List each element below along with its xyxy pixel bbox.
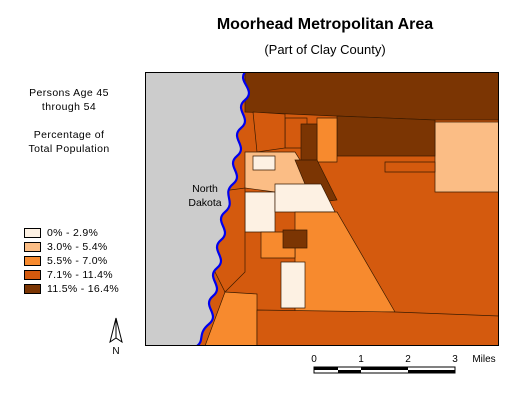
description-line-1: Persons Age 45 — [29, 87, 109, 99]
place-label-line-1: North — [192, 183, 218, 195]
legend-label: 11.5% - 16.4% — [47, 283, 119, 295]
tract — [244, 72, 499, 121]
red-river — [196, 72, 251, 346]
tract — [316, 117, 338, 163]
tract — [252, 155, 276, 171]
choropleth-map — [145, 72, 499, 346]
tract — [434, 121, 499, 193]
legend-label: 3.0% - 5.4% — [47, 241, 108, 253]
scale-tick-label: 1 — [358, 354, 364, 365]
legend-label: 0% - 2.9% — [47, 227, 99, 239]
tract — [252, 111, 286, 153]
tract — [282, 229, 308, 249]
north-arrow-letter: N — [112, 346, 119, 357]
map-frame — [145, 72, 499, 346]
legend-label: 5.5% - 7.0% — [47, 255, 108, 267]
scale-tick-label: 2 — [405, 354, 411, 365]
legend-item: 11.5% - 16.4% — [24, 282, 119, 296]
tract — [280, 261, 306, 309]
tract — [204, 291, 258, 346]
description-line-3: Percentage of — [33, 129, 105, 141]
map-title: Moorhead Metropolitan Area — [216, 16, 434, 33]
tract — [244, 191, 276, 233]
scale-tick-label: 3 — [452, 354, 458, 365]
legend-item: 5.5% - 7.0% — [24, 254, 119, 268]
scale-tick-label: 0 — [311, 354, 317, 365]
north-dakota-area — [145, 72, 249, 346]
legend-swatch — [24, 256, 41, 266]
description-line-2: through 54 — [41, 101, 97, 113]
description-line-4: Total Population — [28, 143, 110, 155]
scale-unit: Miles — [472, 354, 495, 365]
legend-swatch — [24, 284, 41, 294]
legend-swatch — [24, 242, 41, 252]
legend-item: 3.0% - 5.4% — [24, 240, 119, 254]
legend-item: 0% - 2.9% — [24, 226, 119, 240]
north-arrow-icon: N — [109, 317, 123, 357]
tract — [256, 309, 499, 346]
place-label-line-2: Dakota — [188, 197, 222, 209]
legend-item: 7.1% - 11.4% — [24, 268, 119, 282]
legend-swatch — [24, 270, 41, 280]
tract — [336, 115, 436, 157]
map-subtitle: (Part of Clay County) — [264, 42, 386, 57]
legend-label: 7.1% - 11.4% — [47, 269, 113, 281]
legend-swatch — [24, 228, 41, 238]
place-label-north-dakota: North Dakota — [170, 182, 240, 210]
legend: 0% - 2.9% 3.0% - 5.4% 5.5% - 7.0% 7.1% -… — [24, 226, 119, 296]
tract — [384, 161, 436, 173]
scale-bar: 0 1 2 3 Miles — [311, 354, 496, 374]
